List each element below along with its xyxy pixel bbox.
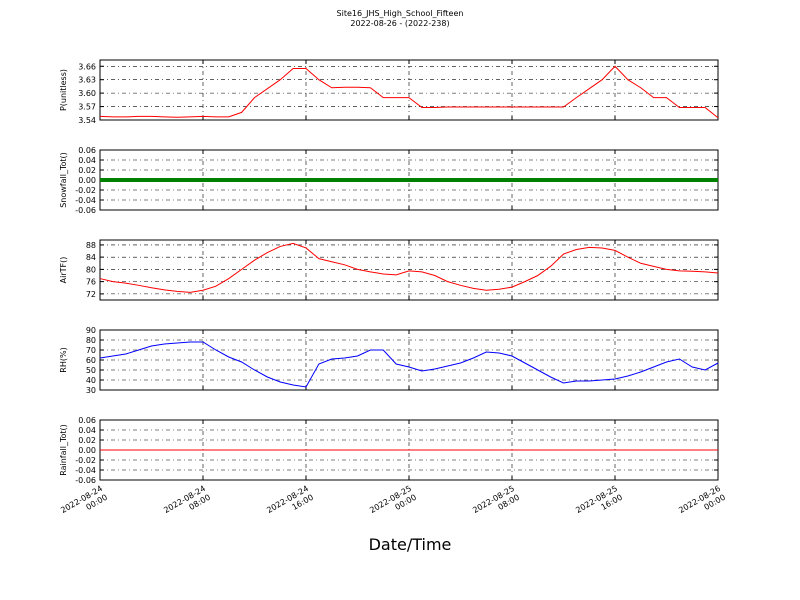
y-tick-label: 0.04 [78, 156, 96, 165]
y-tick-label: 30 [86, 386, 96, 395]
y-tick-label: 88 [86, 241, 96, 250]
y-tick-label: 3.57 [78, 103, 96, 112]
y-tick-label: 80 [86, 336, 96, 345]
axes-frame [99, 59, 719, 121]
axes-frame [99, 239, 719, 301]
panel: -0.06-0.04-0.020.000.020.040.06 Rainfall_… [59, 416, 719, 485]
y-tick-label: 0.00 [78, 176, 96, 185]
x-tick-label: 2022-08-2500:00 [368, 484, 418, 524]
y-tick-label: 90 [86, 326, 96, 335]
x-tick-label: 2022-08-2416:00 [265, 484, 315, 524]
x-tick-label: 2022-08-2516:00 [574, 484, 624, 524]
y-tick-label: -0.06 [75, 476, 96, 485]
y-tick-label: -0.02 [75, 456, 96, 465]
data-line [99, 341, 719, 388]
y-tick-label: 3.54 [78, 116, 96, 125]
y-tick-label: 0.06 [78, 416, 96, 425]
chart-subtitle: 2022-08-26 - (2022-238) [350, 19, 449, 28]
y-tick-label: 0.00 [78, 446, 96, 455]
x-tick-label: 2022-08-2400:00 [59, 484, 109, 524]
y-tick-label: 3.63 [78, 76, 96, 85]
y-tick-label: 40 [86, 376, 96, 385]
y-tick-label: 0.02 [78, 436, 96, 445]
y-tick-label: -0.04 [75, 196, 96, 205]
panel: 3.54 3.57 3.60 3.63 3.66 P(unitless) [59, 59, 719, 125]
y-axis-label: RH(%) [59, 347, 68, 372]
y-tick-label: 3.66 [78, 62, 96, 71]
y-tick-label: 60 [86, 356, 96, 365]
x-tick-label: 2022-08-2508:00 [471, 484, 521, 524]
x-tick-label: 2022-08-2600:00 [677, 484, 727, 524]
y-tick-label: 72 [86, 290, 96, 299]
y-axis-label: Rainfall_Tot() [59, 424, 68, 476]
y-tick-label: -0.02 [75, 186, 96, 195]
y-tick-label: 3.60 [78, 89, 96, 98]
data-line [99, 65, 719, 119]
y-axis-label: AirTF() [59, 257, 68, 284]
y-axis-label: P(unitless) [59, 69, 68, 111]
data-line [99, 242, 719, 293]
chart-title: Site16_JHS_High_School_Fifteen [337, 9, 464, 18]
y-tick-label: 0.02 [78, 166, 96, 175]
y-tick-label: -0.04 [75, 466, 96, 475]
x-tick-label: 2022-08-2408:00 [162, 484, 212, 524]
panel: 72 76 80 84 88 AirTF() [59, 239, 719, 301]
y-tick-label: -0.06 [75, 206, 96, 215]
y-tick-label: 80 [86, 265, 96, 274]
y-tick-label: 0.06 [78, 146, 96, 155]
y-tick-label: 84 [86, 253, 96, 262]
y-tick-label: 76 [86, 278, 96, 287]
axes-frame [99, 329, 719, 391]
y-axis-label: Snowfall_Tot() [59, 152, 68, 208]
x-axis-label: Date/Time [369, 535, 452, 554]
y-tick-label: 70 [86, 346, 96, 355]
y-tick-label: 0.04 [78, 426, 96, 435]
y-tick-label: 50 [86, 366, 96, 375]
